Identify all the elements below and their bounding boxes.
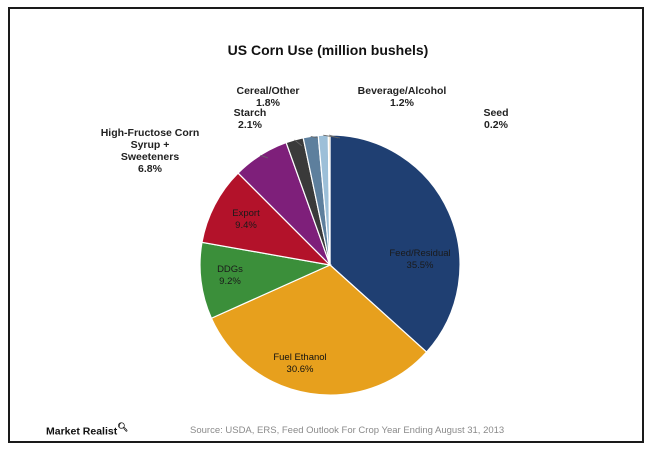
source-note: Source: USDA, ERS, Feed Outlook For Crop…: [190, 425, 505, 436]
slice-fuel-ethanol: [210, 264, 428, 396]
label-high-fructose-corn-syrup-sweeteners-line-3: Sweeteners: [121, 151, 180, 163]
value-cereal-other: 1.8%: [256, 97, 281, 109]
chart-title: US Corn Use (million bushels): [227, 42, 429, 58]
brand-name: Market Realist: [46, 425, 118, 438]
label-feed-residual: Feed/Residual: [389, 248, 450, 259]
value-export: 9.4%: [235, 220, 257, 231]
label-cereal-other-line-1: Cereal/Other: [236, 85, 299, 97]
value-ddgs: 9.2%: [219, 276, 241, 287]
slice-feed-residual: [329, 134, 461, 353]
slice-export: [201, 172, 332, 266]
slice-ddgs: [199, 241, 333, 320]
leader-cereal-other: [310, 136, 319, 139]
value-fuel-ethanol: 30.6%: [287, 364, 314, 375]
value-seed: 0.2%: [484, 119, 509, 131]
label-fuel-ethanol: Fuel Ethanol: [273, 352, 326, 363]
pie-slices: [199, 134, 461, 396]
label-starch-line-1: Starch: [234, 107, 267, 119]
brand-logo: Market Realist🔍︎: [46, 422, 128, 438]
label-high-fructose-corn-syrup-sweeteners-line-2: Syrup +: [131, 139, 170, 151]
value-starch: 2.1%: [238, 119, 263, 131]
label-export: Export: [232, 208, 260, 219]
leader-seed: [329, 134, 339, 139]
leader-high-fructose-corn-syrup-sweeteners: [260, 154, 269, 159]
label-high-fructose-corn-syrup-sweeteners-line-1: High-Fructose Corn: [101, 127, 200, 139]
magnifier-icon: 🔍︎: [117, 422, 129, 432]
value-feed-residual: 35.5%: [407, 260, 434, 271]
value-high-fructose-corn-syrup-sweeteners: 6.8%: [138, 163, 163, 175]
label-seed-line-1: Seed: [483, 107, 508, 119]
label-beverage-alcohol-line-1: Beverage/Alcohol: [358, 85, 447, 97]
value-beverage-alcohol: 1.2%: [390, 97, 415, 109]
label-ddgs: DDGs: [217, 264, 243, 275]
leader-lines: [260, 134, 341, 159]
leader-starch: [294, 139, 303, 147]
